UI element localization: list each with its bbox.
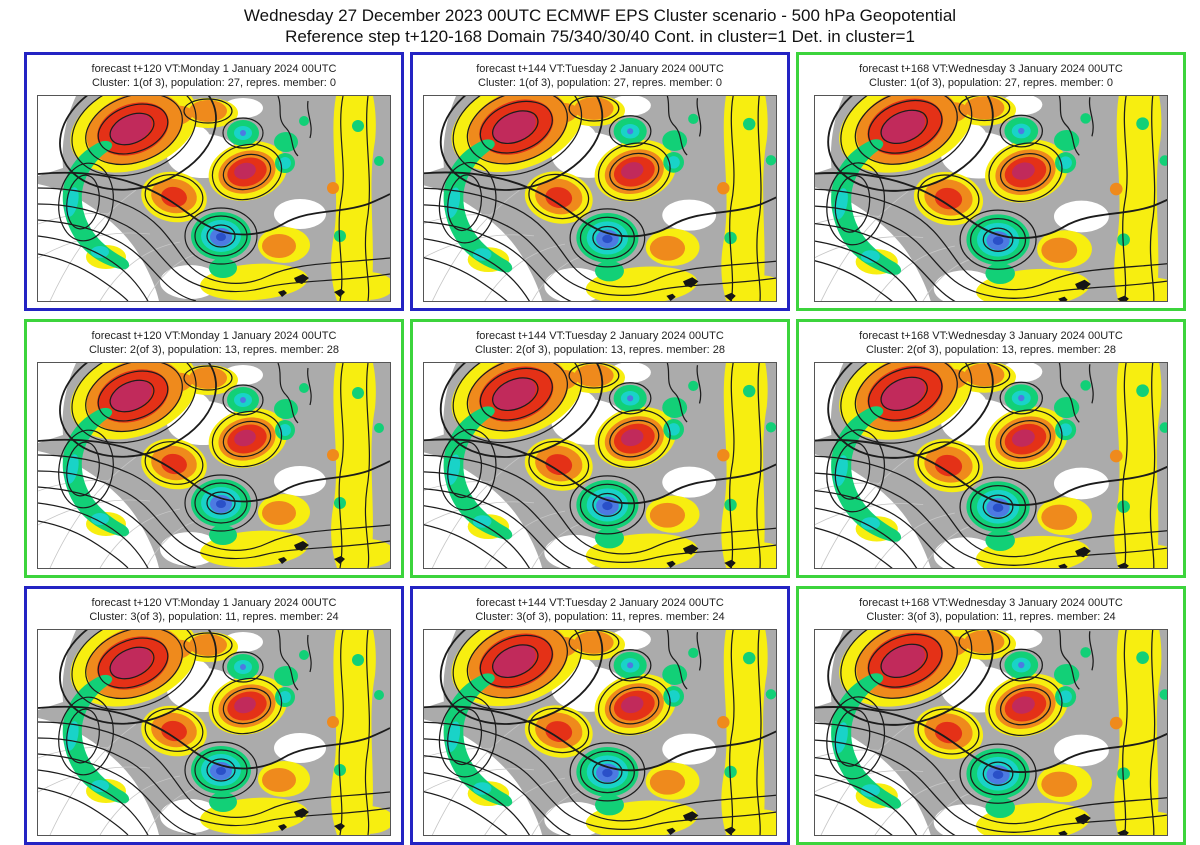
panel-header: forecast t+120 VT:Monday 1 January 2024 …	[27, 55, 401, 90]
cluster-panel: forecast t+120 VT:Monday 1 January 2024 …	[24, 319, 404, 578]
geopotential-map-svg	[424, 630, 776, 835]
cluster-info: Cluster: 1(of 3), population: 27, repres…	[478, 77, 722, 89]
cluster-info: Cluster: 3(of 3), population: 11, repres…	[475, 611, 725, 623]
cluster-info: Cluster: 1(of 3), population: 27, repres…	[92, 77, 336, 89]
geopotential-map-svg	[815, 630, 1167, 835]
panel-header: forecast t+168 VT:Wednesday 3 January 20…	[799, 322, 1183, 357]
geopotential-map-svg	[38, 363, 390, 568]
cluster-panel: forecast t+120 VT:Monday 1 January 2024 …	[24, 52, 404, 311]
geopotential-map-svg	[424, 363, 776, 568]
geopotential-map	[423, 629, 777, 836]
geopotential-map	[814, 629, 1168, 836]
forecast-valid-time: forecast t+120 VT:Monday 1 January 2024 …	[91, 63, 337, 75]
geopotential-map-svg	[815, 96, 1167, 301]
forecast-valid-time: forecast t+120 VT:Monday 1 January 2024 …	[91, 330, 337, 342]
forecast-valid-time: forecast t+144 VT:Tuesday 2 January 2024…	[476, 597, 724, 609]
forecast-valid-time: forecast t+144 VT:Tuesday 2 January 2024…	[476, 63, 724, 75]
cluster-info: Cluster: 1(of 3), population: 27, repres…	[869, 77, 1113, 89]
geopotential-map-svg	[424, 96, 776, 301]
panel-header: forecast t+168 VT:Wednesday 3 January 20…	[799, 55, 1183, 90]
panel-grid: forecast t+120 VT:Monday 1 January 2024 …	[0, 52, 1200, 845]
cluster-panel: forecast t+168 VT:Wednesday 3 January 20…	[796, 52, 1186, 311]
cluster-info: Cluster: 2(of 3), population: 13, repres…	[88, 344, 340, 356]
geopotential-map-svg	[38, 96, 390, 301]
cluster-info: Cluster: 2(of 3), population: 13, repres…	[474, 344, 726, 356]
geopotential-map	[37, 629, 391, 836]
title-line-1: Wednesday 27 December 2023 00UTC ECMWF E…	[243, 6, 957, 25]
panel-header: forecast t+144 VT:Tuesday 2 January 2024…	[413, 55, 787, 90]
panel-header: forecast t+120 VT:Monday 1 January 2024 …	[27, 589, 401, 624]
cluster-panel: forecast t+144 VT:Tuesday 2 January 2024…	[410, 319, 790, 578]
cluster-panel: forecast t+144 VT:Tuesday 2 January 2024…	[410, 52, 790, 311]
cluster-info: Cluster: 3(of 3), population: 11, repres…	[89, 611, 339, 623]
geopotential-map	[37, 362, 391, 569]
forecast-valid-time: forecast t+144 VT:Tuesday 2 January 2024…	[476, 330, 724, 342]
forecast-valid-time: forecast t+168 VT:Wednesday 3 January 20…	[859, 330, 1123, 342]
geopotential-map-svg	[815, 363, 1167, 568]
cluster-panel: forecast t+120 VT:Monday 1 January 2024 …	[24, 586, 404, 845]
geopotential-map	[814, 95, 1168, 302]
panel-header: forecast t+168 VT:Wednesday 3 January 20…	[799, 589, 1183, 624]
panel-header: forecast t+144 VT:Tuesday 2 January 2024…	[413, 322, 787, 357]
panel-header: forecast t+144 VT:Tuesday 2 January 2024…	[413, 589, 787, 624]
chart-title: Wednesday 27 December 2023 00UTC ECMWF E…	[0, 0, 1200, 47]
title-line-2: Reference step t+120-168 Domain 75/340/3…	[285, 27, 915, 46]
panel-header: forecast t+120 VT:Monday 1 January 2024 …	[27, 322, 401, 357]
cluster-info: Cluster: 3(of 3), population: 11, repres…	[866, 611, 1116, 623]
geopotential-map	[423, 362, 777, 569]
forecast-valid-time: forecast t+120 VT:Monday 1 January 2024 …	[91, 597, 337, 609]
cluster-panel: forecast t+168 VT:Wednesday 3 January 20…	[796, 319, 1186, 578]
cluster-panel: forecast t+144 VT:Tuesday 2 January 2024…	[410, 586, 790, 845]
geopotential-map	[423, 95, 777, 302]
forecast-valid-time: forecast t+168 VT:Wednesday 3 January 20…	[859, 597, 1123, 609]
cluster-panel: forecast t+168 VT:Wednesday 3 January 20…	[796, 586, 1186, 845]
geopotential-map-svg	[38, 630, 390, 835]
forecast-valid-time: forecast t+168 VT:Wednesday 3 January 20…	[859, 63, 1123, 75]
cluster-info: Cluster: 2(of 3), population: 13, repres…	[865, 344, 1117, 356]
geopotential-map	[37, 95, 391, 302]
geopotential-map	[814, 362, 1168, 569]
